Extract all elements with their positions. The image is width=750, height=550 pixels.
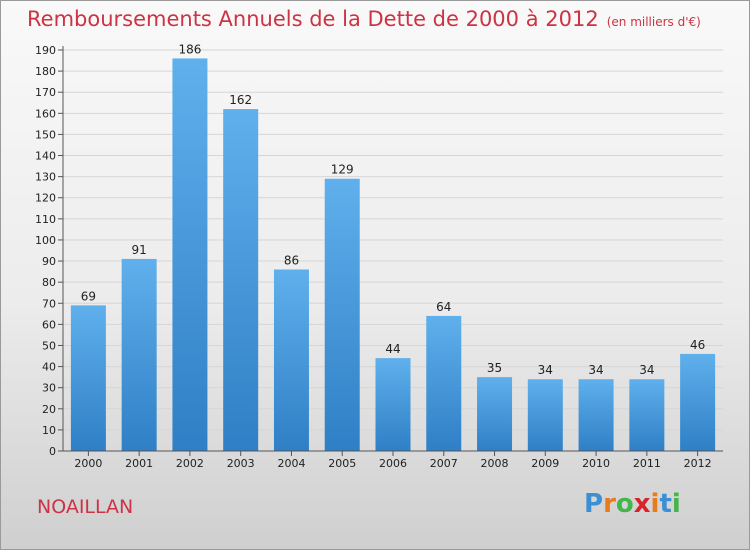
logo-letter: i [650,489,660,519]
bar-value-label: 91 [132,243,147,257]
bar-value-label: 69 [81,289,96,303]
y-tick-label: 140 [35,150,56,163]
bar [273,269,309,451]
bar-value-label: 86 [284,253,299,267]
x-tick-label: 2004 [277,457,305,470]
bar [578,379,614,451]
x-tick-label: 2003 [227,457,255,470]
bar [375,358,411,451]
x-tick-label: 2007 [430,457,458,470]
bar-value-label: 162 [229,93,252,107]
y-tick-label: 30 [42,382,56,395]
bar-value-label: 64 [436,300,451,314]
x-tick-label: 2002 [176,457,204,470]
logo-letter: P [584,489,604,519]
x-tick-label: 2006 [379,457,407,470]
logo-letter: i [671,489,681,519]
y-tick-label: 70 [42,297,56,310]
x-tick-label: 2010 [582,457,610,470]
commune-name: NOAILLAN [37,496,134,518]
x-tick-label: 2009 [531,457,559,470]
y-tick-label: 100 [35,234,56,247]
bar [426,315,462,451]
x-tick-label: 2008 [481,457,509,470]
x-tick-label: 2011 [633,457,661,470]
y-tick-label: 60 [42,318,56,331]
x-tick-label: 2000 [74,457,102,470]
x-tick-label: 2005 [328,457,356,470]
bar [680,353,716,451]
y-tick-label: 10 [42,424,56,437]
bar-value-label: 44 [385,342,400,356]
y-tick-label: 150 [35,128,56,141]
y-tick-label: 190 [35,44,56,57]
bar-value-label: 186 [178,42,201,56]
logo-letter: r [603,489,616,519]
bar [172,58,208,451]
chart-title: Remboursements Annuels de la Dette de 20… [27,7,701,31]
x-tick-label: 2001 [125,457,153,470]
chart-subtitle: (en milliers d'€) [606,15,701,29]
bar [223,109,259,452]
y-tick-label: 90 [42,255,56,268]
bar [324,178,360,451]
bar [70,305,106,451]
bar [527,379,563,451]
bar-value-label: 35 [487,361,502,375]
y-tick-label: 80 [42,276,56,289]
bar-value-label: 129 [331,163,354,177]
logo-letter: o [615,489,634,519]
bar [629,379,665,451]
bar-value-label: 46 [690,338,705,352]
bar-value-label: 34 [639,363,654,377]
y-tick-label: 20 [42,403,56,416]
logo-letter: t [659,489,672,519]
y-tick-label: 50 [42,339,56,352]
y-tick-label: 180 [35,65,56,78]
y-tick-label: 110 [35,213,56,226]
logo-letter: x [633,489,651,519]
bar-value-label: 34 [588,363,603,377]
y-tick-label: 40 [42,361,56,374]
y-tick-label: 160 [35,107,56,120]
proxiti-logo: Proxiti [584,489,681,519]
y-tick-label: 130 [35,171,56,184]
bar [477,377,513,451]
y-tick-label: 120 [35,192,56,205]
x-tick-label: 2012 [684,457,712,470]
y-tick-label: 170 [35,86,56,99]
bar-value-label: 34 [538,363,553,377]
chart-title-main: Remboursements Annuels de la Dette de 20… [27,7,599,31]
y-tick-label: 0 [49,445,56,458]
bar [121,258,157,451]
